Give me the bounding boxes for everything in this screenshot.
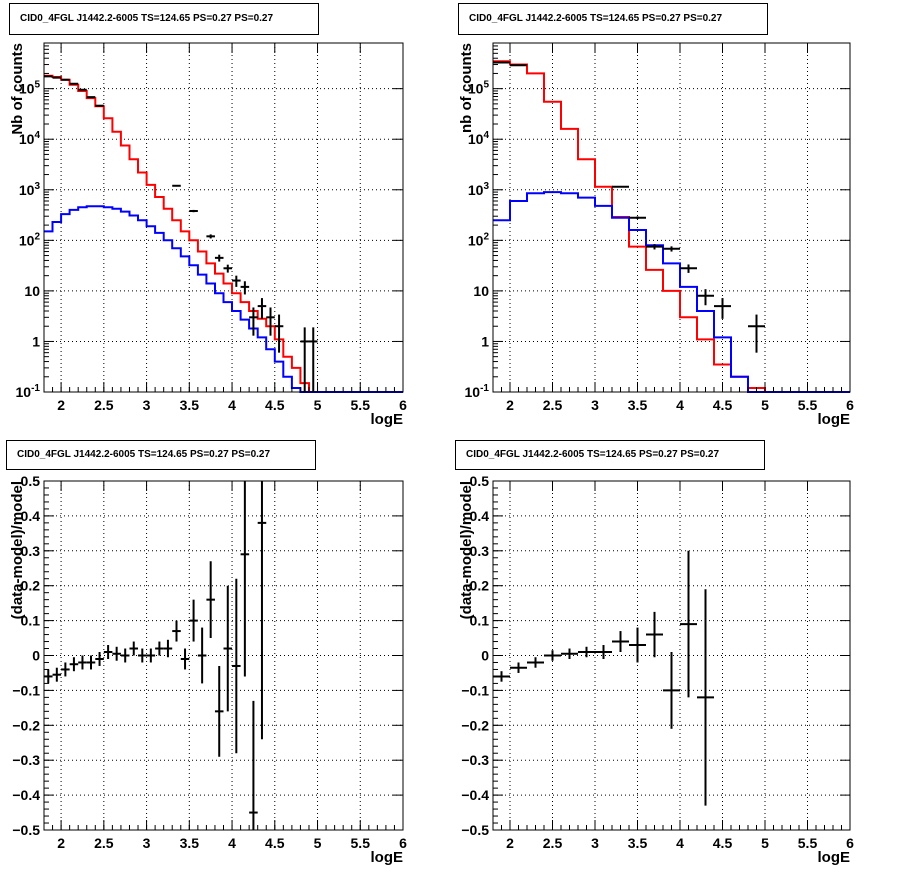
x-tick-label: 4 <box>228 835 236 851</box>
y-tick-label: 0.3 <box>21 543 41 559</box>
x-tick-label: 4 <box>676 835 684 851</box>
y-axis-label: (data-model)/model <box>9 481 26 619</box>
y-tick-label: 1 <box>32 333 40 349</box>
x-tick-label: 2.5 <box>94 835 114 851</box>
chart-title: CID0_4FGL J1442.2-6005 TS=124.65 PS=0.27… <box>455 440 765 470</box>
y-tick-label: 0.3 <box>470 543 490 559</box>
plot-frame <box>43 42 404 393</box>
y-tick-label: 102 <box>19 231 41 248</box>
y-tick-label: −0.2 <box>461 717 489 733</box>
plot-frame <box>43 480 404 831</box>
x-tick-label: 5 <box>761 835 769 851</box>
y-tick-label: 0 <box>481 648 489 664</box>
x-tick-label: 5.5 <box>798 397 818 413</box>
y-tick-label: 10 <box>473 283 489 299</box>
y-tick-label: 0.4 <box>470 508 490 524</box>
histogram-series-line <box>44 205 403 393</box>
counts-histogram-chart: 2 2.5 3 3.5 4 4.5 5 5.5 6 10-1 1 10 102 103 104 105 logE… <box>458 42 854 428</box>
x-tick-label: 2.5 <box>543 835 563 851</box>
x-tick-label: 6 <box>399 835 407 851</box>
x-tick-label: 4 <box>228 397 236 413</box>
x-tick-label: 2 <box>57 835 65 851</box>
x-tick-label: 4 <box>676 397 684 413</box>
y-tick-label: 0.1 <box>21 613 41 629</box>
x-tick-label: 5 <box>314 835 322 851</box>
x-tick-label: 3 <box>591 835 599 851</box>
y-tick-label: −0.1 <box>461 682 489 698</box>
y-tick-label: −0.5 <box>12 822 40 838</box>
x-axis-label: logE <box>818 849 851 866</box>
y-axis-label: (data-model)/model <box>458 481 475 619</box>
plot-frame <box>492 42 851 393</box>
y-tick-label: −0.2 <box>12 717 40 733</box>
panel-counts-left: CID0_4FGL J1442.2-6005 TS=124.65 PS=0.27… <box>0 0 449 437</box>
counts-histogram-chart: 2 2.5 3 3.5 4 4.5 5 5.5 6 10-1 1 10 102 103 104 105 logE… <box>9 42 407 428</box>
x-tick-label: 2 <box>506 397 514 413</box>
x-tick-label: 3 <box>143 835 151 851</box>
y-tick-label: −0.4 <box>461 787 489 803</box>
x-tick-label: 3.5 <box>180 397 200 413</box>
y-tick-label: 0.4 <box>21 508 41 524</box>
y-axis-label: nb of counts <box>458 43 475 133</box>
y-tick-label: 10-1 <box>465 383 490 400</box>
residuals-chart: 2 2.5 3 3.5 4 4.5 5 5.5 6 −0.5 −0.4 −0.3 −0.2 −0.1 0 0.… <box>458 473 854 866</box>
x-axis-label: logE <box>371 849 404 866</box>
x-tick-label: 5.5 <box>351 397 371 413</box>
x-tick-label: 6 <box>846 835 854 851</box>
y-tick-label: 104 <box>19 130 41 147</box>
x-tick-label: 3.5 <box>628 835 648 851</box>
panel-residuals-right: CID0_4FGL J1442.2-6005 TS=124.65 PS=0.27… <box>449 437 898 875</box>
y-tick-label: 105 <box>468 80 490 97</box>
x-tick-label: 6 <box>399 397 407 413</box>
y-tick-label: −0.5 <box>461 822 489 838</box>
x-tick-label: 4.5 <box>265 835 285 851</box>
y-axis-label: Nb of counts <box>9 43 26 135</box>
y-tick-label: −0.4 <box>12 787 40 803</box>
x-tick-label: 2.5 <box>543 397 563 413</box>
y-tick-label: 0.2 <box>470 578 490 594</box>
x-axis-label: logE <box>818 411 851 428</box>
y-tick-label: −0.3 <box>461 752 489 768</box>
x-tick-label: 4.5 <box>265 397 285 413</box>
x-tick-label: 6 <box>846 397 854 413</box>
x-tick-label: 2.5 <box>94 397 114 413</box>
x-tick-label: 2 <box>57 397 65 413</box>
residuals-chart: 2 2.5 3 3.5 4 4.5 5 5.5 6 −0.5 −0.4 −0.3 −0.2 −0.1 0 0.… <box>9 473 407 866</box>
x-tick-label: 3 <box>143 397 151 413</box>
x-tick-label: 4.5 <box>713 397 733 413</box>
x-tick-label: 3.5 <box>180 835 200 851</box>
histogram-series-line <box>493 60 850 393</box>
y-tick-label: 104 <box>468 130 490 147</box>
chart-title: CID0_4FGL J1442.2-6005 TS=124.65 PS=0.27… <box>6 440 316 470</box>
histogram-series-line <box>44 74 403 393</box>
x-tick-label: 3 <box>591 397 599 413</box>
x-tick-label: 4.5 <box>713 835 733 851</box>
y-tick-label: −0.3 <box>12 752 40 768</box>
y-tick-label: 10-1 <box>16 383 41 400</box>
y-tick-label: 1 <box>481 333 489 349</box>
y-tick-label: 103 <box>19 181 41 198</box>
x-tick-label: 5 <box>761 397 769 413</box>
panel-residuals-left: CID0_4FGL J1442.2-6005 TS=124.65 PS=0.27… <box>0 437 449 875</box>
x-tick-label: 5.5 <box>351 835 371 851</box>
x-tick-label: 5 <box>314 397 322 413</box>
y-tick-label: 0.5 <box>21 473 41 489</box>
y-tick-label: 10 <box>24 283 40 299</box>
y-tick-label: 0 <box>32 648 40 664</box>
x-axis-label: logE <box>371 411 404 428</box>
chart-title: CID0_4FGL J1442.2-6005 TS=124.65 PS=0.27… <box>9 3 319 35</box>
y-tick-label: −0.1 <box>12 682 40 698</box>
y-tick-label: 103 <box>468 181 490 198</box>
x-tick-label: 3.5 <box>628 397 648 413</box>
y-tick-label: 105 <box>19 80 41 97</box>
panel-counts-right: CID0_4FGL J1442.2-6005 TS=124.65 PS=0.27… <box>449 0 898 437</box>
x-tick-label: 2 <box>506 835 514 851</box>
x-tick-label: 5.5 <box>798 835 818 851</box>
y-tick-label: 102 <box>468 231 490 248</box>
histogram-series-line <box>493 191 850 393</box>
chart-title: CID0_4FGL J1442.2-6005 TS=124.65 PS=0.27… <box>458 3 768 35</box>
y-tick-label: 0.2 <box>21 578 41 594</box>
y-tick-label: 0.1 <box>470 613 490 629</box>
y-tick-label: 0.5 <box>470 473 490 489</box>
